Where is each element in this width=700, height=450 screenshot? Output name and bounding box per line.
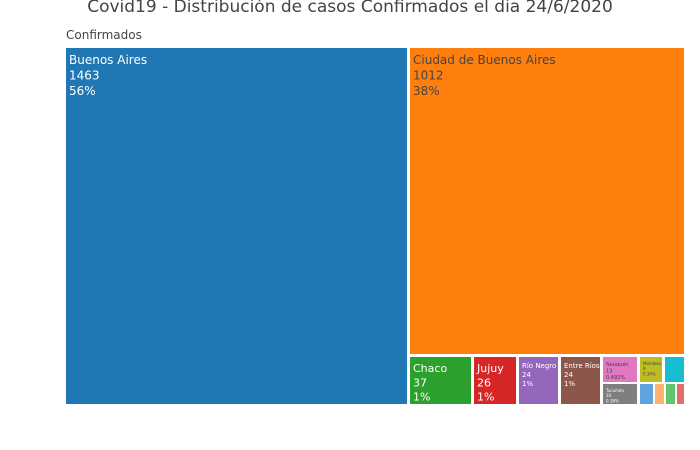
tile-label: Tucumán: [605, 388, 624, 393]
treemap-tile-rect[interactable]: [410, 48, 684, 354]
treemap-tile-rect[interactable]: [66, 48, 407, 404]
tile-value: 1012: [413, 69, 444, 83]
tile-label: Chaco: [413, 362, 447, 375]
tile-percent: 1%: [413, 391, 430, 404]
treemap-tile-rect[interactable]: [410, 357, 471, 404]
treemap-tile[interactable]: [640, 384, 653, 404]
tile-label: Jujuy: [476, 362, 504, 375]
tile-percent: 1%: [522, 380, 533, 388]
treemap-tile-rect[interactable]: [655, 384, 664, 404]
tile-label: Mendoza: [643, 361, 662, 366]
tile-value: 26: [477, 376, 491, 389]
tile-label: Entre Ríos: [564, 362, 600, 370]
treemap-tile[interactable]: [677, 384, 684, 404]
tile-label: Ciudad de Buenos Aires: [413, 53, 556, 67]
treemap-tile-rect[interactable]: [519, 357, 558, 404]
treemap-tile-rect[interactable]: [640, 384, 653, 404]
treemap-tile-rect[interactable]: [665, 357, 684, 382]
treemap-tile-rect[interactable]: [603, 384, 637, 404]
treemap-tile-rect[interactable]: [666, 384, 675, 404]
tile-value: 9: [643, 366, 646, 371]
tile-value: 10: [606, 393, 612, 398]
tile-label: Neuquén: [606, 361, 629, 368]
tile-label: Río Negro: [522, 362, 556, 370]
tile-percent: 1%: [564, 380, 575, 388]
tile-percent: 56%: [69, 84, 96, 98]
tile-value: 24: [522, 371, 531, 379]
tile-value: 37: [413, 376, 427, 389]
tile-percent: 0.492%: [606, 375, 625, 381]
treemap-tile[interactable]: [655, 384, 664, 404]
tile-percent: 1%: [477, 391, 494, 404]
tile-label: Buenos Aires: [69, 53, 147, 67]
treemap-tile-rect[interactable]: [677, 384, 684, 404]
treemap-tile-rect[interactable]: [561, 357, 600, 404]
tile-value: 13: [606, 369, 612, 375]
treemap-tile-rect[interactable]: [640, 357, 662, 382]
chart-title: Covid19 - Distribución de casos Confirma…: [87, 0, 613, 17]
tile-value: 1463: [69, 69, 100, 83]
tile-percent: 38%: [413, 84, 440, 98]
treemap-tile[interactable]: [665, 357, 684, 382]
tile-value: 24: [564, 371, 573, 379]
treemap-root-label[interactable]: Confirmados: [66, 28, 142, 42]
tile-percent: 0.34%: [643, 371, 656, 376]
tile-percent: 0.38%: [606, 398, 619, 403]
treemap-tile[interactable]: [666, 384, 675, 404]
treemap-tile-rect[interactable]: [603, 357, 637, 382]
treemap-tile-rect[interactable]: [474, 357, 516, 404]
